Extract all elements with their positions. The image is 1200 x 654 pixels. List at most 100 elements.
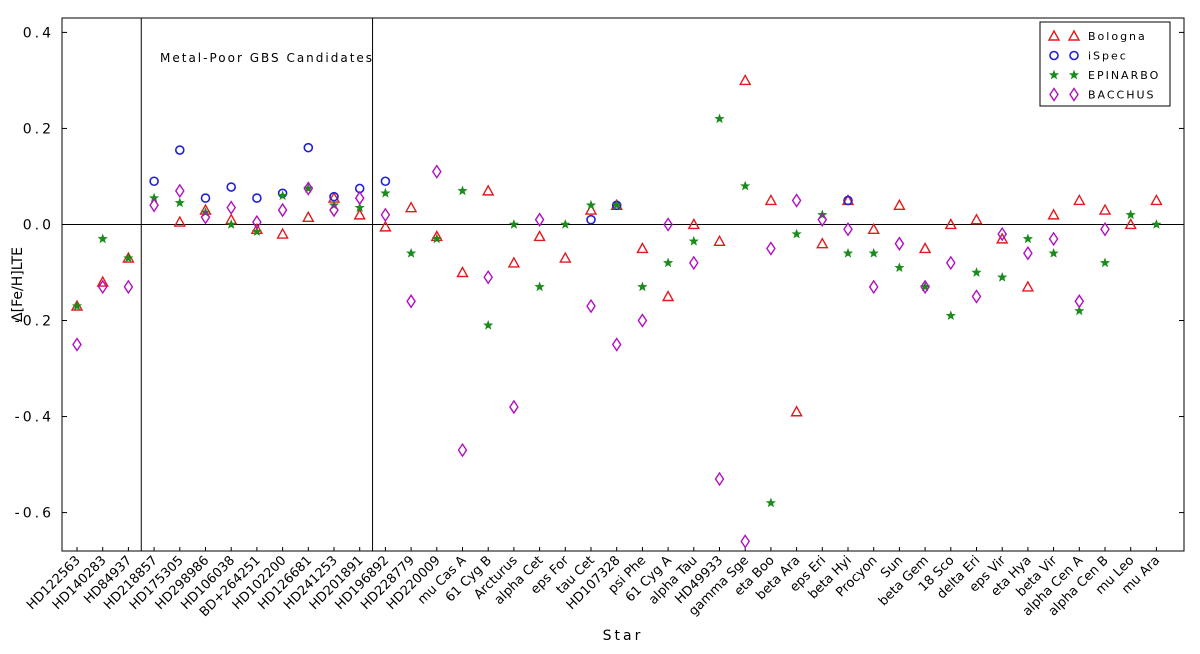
data-point [483,270,494,285]
data-point [354,202,365,212]
legend-marker [1047,29,1061,41]
series-ispec [149,142,853,225]
data-point [149,198,159,213]
data-point [997,226,1008,242]
data-point [123,279,134,295]
legend: Bologna iSpec EPINARBO BACCHUS [1039,21,1171,107]
data-point [713,234,726,246]
series-epinarbo [71,113,1162,508]
data-point [483,319,494,330]
data-point [380,187,391,198]
data-point [457,185,468,196]
data-point [663,257,674,268]
data-point [72,337,82,352]
data-point [817,212,828,227]
data-point [636,242,649,254]
legend-label: BACCHUS [1088,89,1156,102]
data-point [791,193,802,208]
data-point [764,194,778,206]
data-point [1098,203,1112,215]
series-bologna [70,73,1163,417]
data-point [740,534,751,549]
legend-marker [1069,50,1079,61]
data-point [842,247,854,258]
data-point [637,281,648,292]
data-point [97,279,108,295]
data-point [534,281,545,292]
data-point [406,247,417,258]
data-point [739,73,752,86]
data-point [894,236,905,251]
data-point [379,220,392,232]
legend-label: EPINARBO [1088,69,1160,82]
data-point [302,210,315,222]
axes-layer [61,17,1185,552]
data-point [970,213,983,225]
data-point [1124,218,1137,230]
data-point [559,251,572,263]
data-point [534,212,545,227]
data-point [456,266,469,278]
data-point [174,197,185,208]
data-point [920,279,930,295]
series-bacchus [72,164,1110,549]
data-point [918,242,932,254]
data-point [688,255,699,271]
y-tick-label: 0.4 [23,25,54,41]
data-point [1100,222,1110,237]
marks-layer [70,73,1163,549]
data-point [251,226,262,237]
data-point [560,219,571,229]
data-point [1048,247,1059,258]
data-point [791,228,802,239]
data-point [380,207,391,223]
data-point [1074,305,1085,316]
x-axis-title: Star [603,628,644,644]
data-point [123,252,134,263]
data-point [482,184,495,196]
data-point [1021,280,1035,292]
data-point [173,215,186,227]
data-point [1048,231,1059,247]
data-point [765,497,776,508]
y-tick-label: 0.0 [23,217,54,233]
data-point [945,310,956,321]
data-point [175,145,185,155]
group-annotation: Metal-Poor GBS Candidates [160,51,374,65]
data-point [431,164,442,179]
data-point [586,298,596,314]
data-point [277,190,288,200]
data-point [996,232,1009,244]
data-point [766,241,776,256]
legend-label: iSpec [1088,50,1128,63]
data-point [303,142,314,153]
data-point [303,181,314,196]
data-point [663,217,673,232]
data-point [868,279,879,295]
data-point [740,180,751,191]
legend-marker [1068,69,1080,80]
data-point [1125,209,1136,220]
data-point [714,113,725,124]
y-axis-title: Δ[Fe/H]LTE [10,247,26,322]
y-tick-label: -0.4 [15,410,54,426]
legend-marker [1067,29,1081,41]
data-point [226,182,236,192]
data-point [586,214,596,225]
data-point [661,290,675,302]
data-point [585,199,597,210]
data-point [1023,246,1033,261]
data-point [688,235,699,246]
legend-marker [1049,50,1059,61]
data-point [226,219,237,229]
legend-marker [1048,69,1060,80]
data-point [277,202,288,218]
data-point [406,294,416,309]
data-point [867,222,880,234]
plot-frame [61,17,1185,552]
data-point [276,227,289,239]
data-point [894,262,905,273]
data-point [843,195,853,206]
